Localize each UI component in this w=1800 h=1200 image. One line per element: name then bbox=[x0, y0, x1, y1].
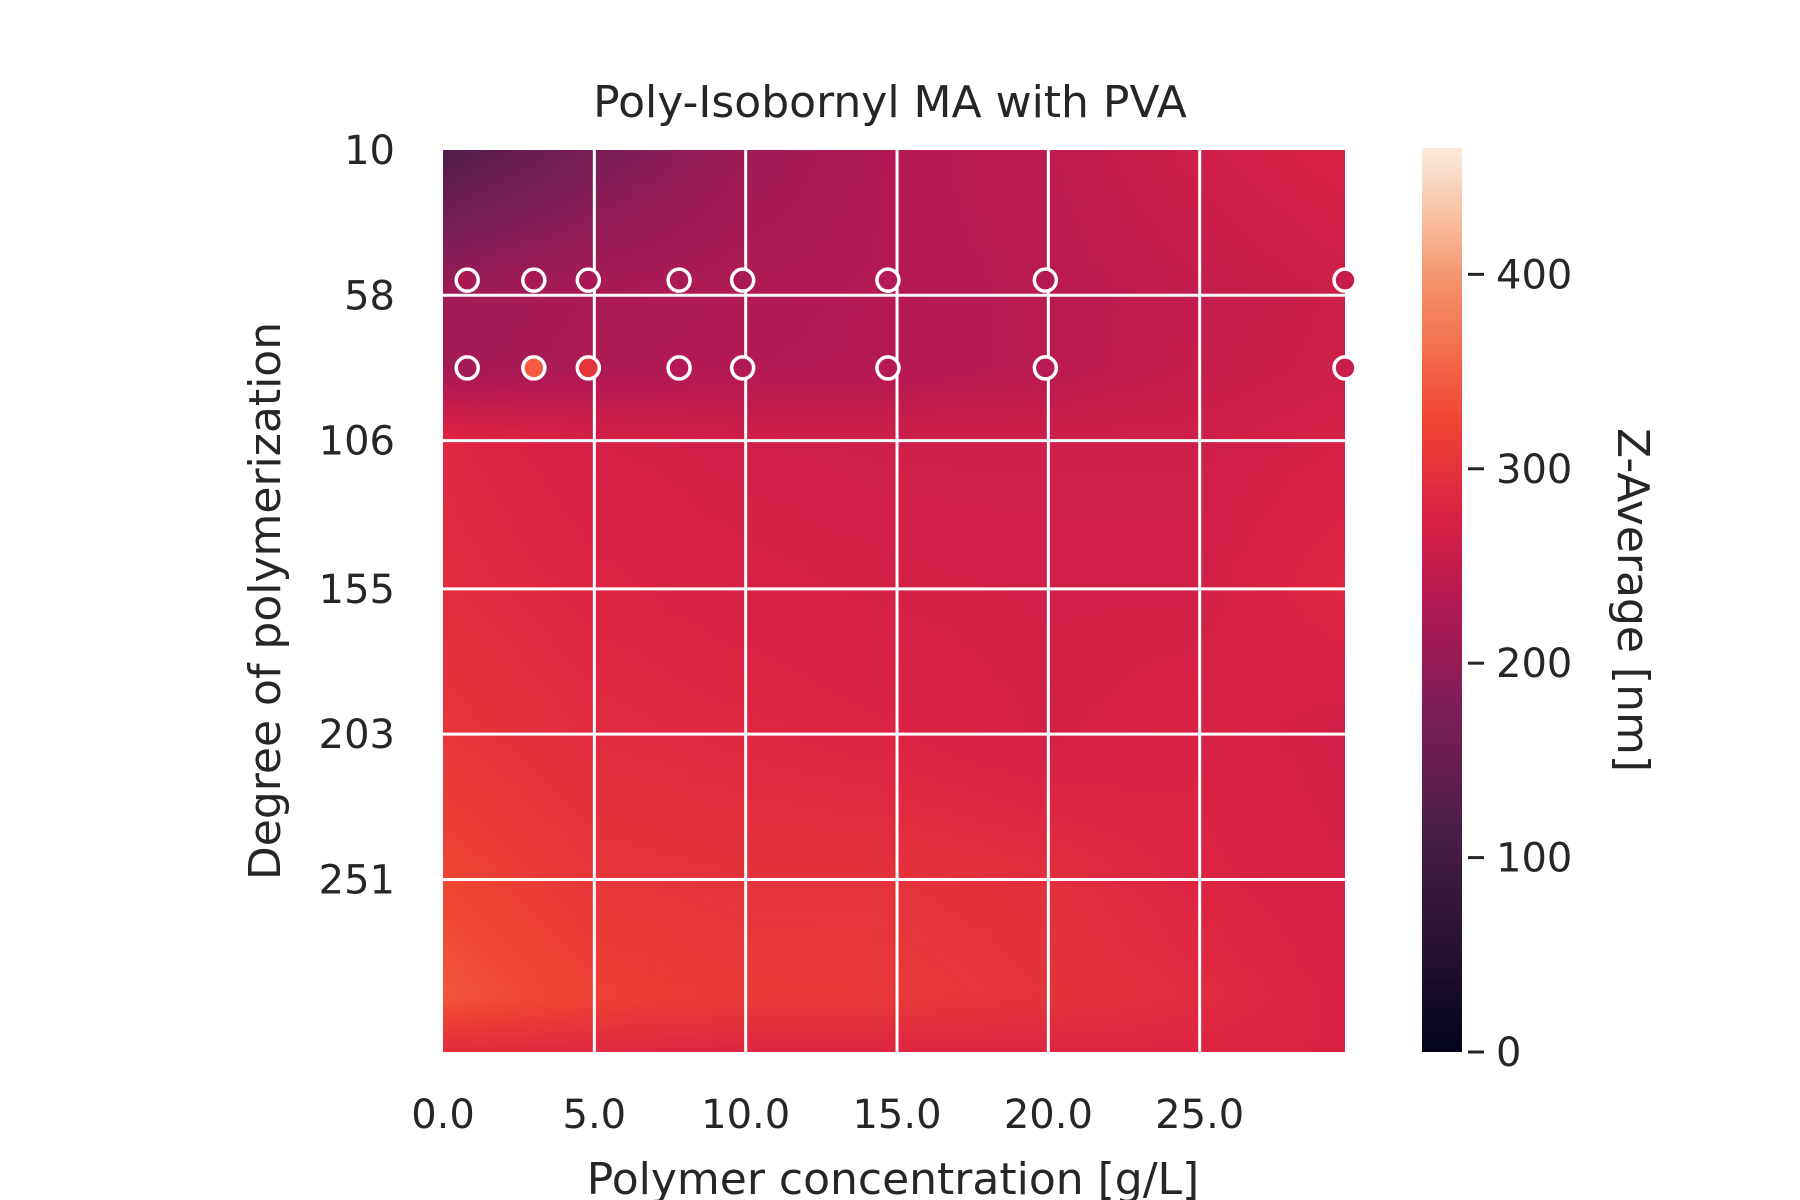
data-point-14 bbox=[1032, 355, 1059, 381]
colorbar-ticks: 0 100 200 300 400 bbox=[1468, 252, 1572, 1076]
plot-area bbox=[443, 150, 1358, 1052]
data-point-8 bbox=[454, 355, 480, 381]
x-axis-ticks: 0.0 5.0 10.0 15.0 20.0 25.0 bbox=[411, 1092, 1244, 1138]
y-tick-label: 58 bbox=[344, 273, 395, 319]
data-points bbox=[454, 267, 1358, 381]
data-point-11 bbox=[666, 355, 692, 381]
y-axis-label: Degree of polymerization bbox=[240, 322, 291, 880]
y-tick-label: 251 bbox=[319, 857, 395, 903]
y-tick-label: 10 bbox=[344, 128, 395, 174]
data-point-6 bbox=[1032, 267, 1059, 293]
data-point-10 bbox=[575, 355, 602, 381]
x-axis-label: Polymer concentration [g/L] bbox=[587, 1154, 1199, 1200]
data-point-9 bbox=[521, 355, 547, 381]
grid-lines bbox=[443, 150, 1345, 1052]
chart-title: Poly-Isobornyl MA with PVA bbox=[593, 77, 1187, 128]
y-tick-label: 155 bbox=[319, 567, 395, 613]
colorbar: 0 100 200 300 400 Z-Average [nm] bbox=[1422, 148, 1658, 1076]
data-point-5 bbox=[875, 267, 901, 293]
x-tick-label: 20.0 bbox=[1004, 1092, 1093, 1138]
data-point-4 bbox=[729, 267, 756, 293]
x-tick-label: 15.0 bbox=[852, 1092, 941, 1138]
colorbar-tick-label: 300 bbox=[1496, 447, 1572, 493]
colorbar-gradient bbox=[1422, 148, 1462, 1052]
colorbar-tick-label: 0 bbox=[1496, 1030, 1521, 1076]
y-tick-label: 203 bbox=[319, 712, 395, 758]
x-tick-label: 10.0 bbox=[701, 1092, 790, 1138]
data-point-0 bbox=[454, 267, 480, 293]
x-tick-label: 0.0 bbox=[411, 1092, 475, 1138]
y-axis-ticks: 10 58 106 155 203 251 bbox=[319, 128, 395, 903]
colorbar-label: Z-Average [nm] bbox=[1607, 428, 1658, 772]
x-tick-label: 25.0 bbox=[1155, 1092, 1244, 1138]
data-point-12 bbox=[729, 355, 756, 381]
colorbar-tick-label: 100 bbox=[1496, 836, 1572, 882]
colorbar-tick-label: 400 bbox=[1496, 252, 1572, 298]
y-tick-label: 106 bbox=[319, 419, 395, 465]
data-point-7 bbox=[1332, 267, 1358, 293]
data-point-3 bbox=[666, 267, 692, 293]
data-point-1 bbox=[521, 267, 547, 293]
colorbar-tick-label: 200 bbox=[1496, 641, 1572, 687]
data-point-13 bbox=[875, 355, 901, 381]
x-tick-label: 5.0 bbox=[563, 1092, 627, 1138]
data-point-2 bbox=[575, 267, 602, 293]
data-point-15 bbox=[1332, 355, 1358, 381]
